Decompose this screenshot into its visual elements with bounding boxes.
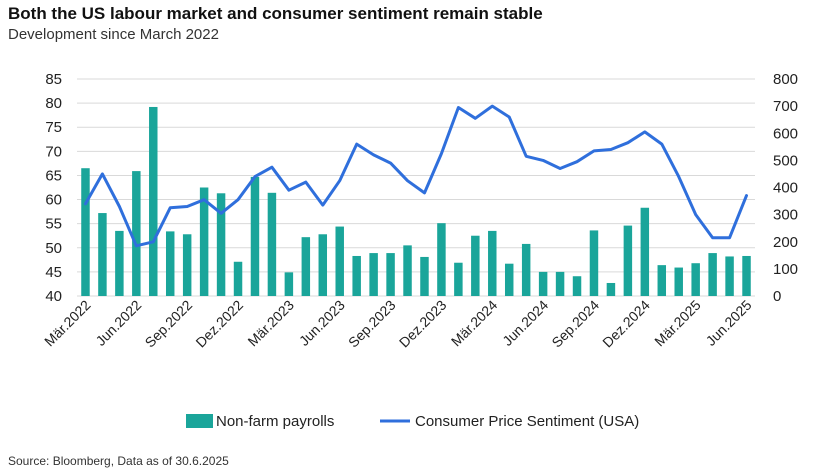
bar bbox=[454, 262, 463, 296]
bar bbox=[250, 176, 260, 296]
left-axis-ticks: 40 45 50 55 60 65 70 75 80 85 bbox=[45, 71, 62, 305]
left-tick-label: 80 bbox=[45, 95, 62, 112]
x-tick-label: Mär.2024 bbox=[448, 297, 501, 350]
bar bbox=[640, 207, 650, 296]
bar bbox=[437, 223, 446, 296]
bar bbox=[81, 168, 90, 296]
x-axis-ticks: Mär.2022Jun.2022Sep.2022Dez.2022Mär.2023… bbox=[41, 297, 755, 351]
line-series bbox=[84, 104, 748, 248]
right-tick-label: 800 bbox=[773, 71, 798, 88]
bar bbox=[606, 282, 616, 296]
bar bbox=[555, 271, 565, 296]
left-tick-label: 45 bbox=[45, 264, 62, 281]
bar bbox=[572, 276, 582, 296]
bar bbox=[521, 243, 531, 296]
bar bbox=[132, 171, 141, 296]
bar bbox=[98, 213, 107, 296]
bar bbox=[216, 193, 226, 296]
right-tick-label: 500 bbox=[773, 152, 798, 169]
chart-title: Both the US labour market and consumer s… bbox=[8, 4, 543, 23]
bar bbox=[318, 234, 328, 296]
bar bbox=[369, 253, 378, 296]
x-tick-label: Jun.2024 bbox=[499, 297, 551, 349]
x-tick-label: Jun.2023 bbox=[296, 297, 348, 349]
bar bbox=[267, 192, 277, 296]
sentiment-line bbox=[84, 104, 748, 248]
left-tick-label: 70 bbox=[45, 143, 62, 160]
x-tick-label: Mär.2025 bbox=[651, 297, 704, 350]
legend: Non-farm payrolls Consumer Price Sentimen… bbox=[186, 413, 639, 430]
bar bbox=[420, 256, 429, 296]
bar bbox=[725, 256, 734, 296]
bar bbox=[403, 245, 412, 296]
right-tick-label: 400 bbox=[773, 180, 798, 197]
left-tick-label: 75 bbox=[45, 119, 62, 136]
left-tick-label: 40 bbox=[45, 288, 62, 305]
legend-swatch-payrolls bbox=[186, 414, 213, 428]
bar bbox=[115, 230, 124, 296]
legend-label-payrolls: Non-farm payrolls bbox=[216, 413, 334, 430]
x-tick-label: Sep.2024 bbox=[548, 297, 602, 351]
x-tick-label: Dez.2023 bbox=[396, 297, 450, 351]
bars bbox=[81, 106, 751, 296]
left-tick-label: 55 bbox=[45, 216, 62, 233]
legend-label-sentiment: Consumer Price Sentiment (USA) bbox=[415, 413, 639, 430]
bar bbox=[589, 230, 599, 296]
right-tick-label: 300 bbox=[773, 207, 798, 224]
x-tick-label: Dez.2022 bbox=[192, 297, 246, 351]
bar bbox=[471, 235, 480, 296]
bar bbox=[691, 263, 700, 296]
bar bbox=[352, 255, 361, 296]
right-tick-label: 0 bbox=[773, 288, 781, 305]
bar bbox=[674, 267, 683, 296]
bar bbox=[538, 271, 548, 296]
bar bbox=[742, 255, 751, 296]
bar bbox=[199, 187, 209, 296]
bar bbox=[165, 231, 175, 296]
x-tick-label: Dez.2024 bbox=[599, 297, 653, 351]
bar bbox=[488, 230, 497, 296]
left-tick-label: 85 bbox=[45, 71, 62, 88]
bar bbox=[623, 225, 633, 296]
bar bbox=[233, 261, 243, 296]
left-tick-label: 65 bbox=[45, 167, 62, 184]
x-tick-label: Sep.2022 bbox=[142, 297, 196, 351]
bar bbox=[657, 265, 667, 296]
left-tick-label: 60 bbox=[45, 192, 62, 209]
bar bbox=[149, 106, 158, 296]
bar bbox=[182, 234, 192, 296]
chart-subtitle: Development since March 2022 bbox=[8, 26, 219, 43]
x-tick-label: Sep.2023 bbox=[345, 297, 399, 351]
bar bbox=[708, 253, 717, 296]
right-tick-label: 200 bbox=[773, 234, 798, 251]
right-tick-label: 100 bbox=[773, 261, 798, 278]
bar bbox=[504, 263, 514, 296]
left-tick-label: 50 bbox=[45, 240, 62, 257]
right-axis-ticks: 0 100 200 300 400 500 600 700 800 bbox=[773, 71, 798, 305]
bar bbox=[335, 226, 344, 296]
right-tick-label: 600 bbox=[773, 125, 798, 142]
x-tick-label: Jun.2022 bbox=[92, 297, 144, 349]
bar bbox=[386, 253, 395, 296]
source-note: Source: Bloomberg, Data as of 30.6.2025 bbox=[8, 454, 229, 468]
bar bbox=[284, 272, 294, 296]
bar bbox=[301, 237, 311, 296]
x-tick-label: Mär.2023 bbox=[244, 297, 297, 350]
x-tick-label: Jun.2025 bbox=[703, 297, 755, 349]
right-tick-label: 700 bbox=[773, 98, 798, 115]
